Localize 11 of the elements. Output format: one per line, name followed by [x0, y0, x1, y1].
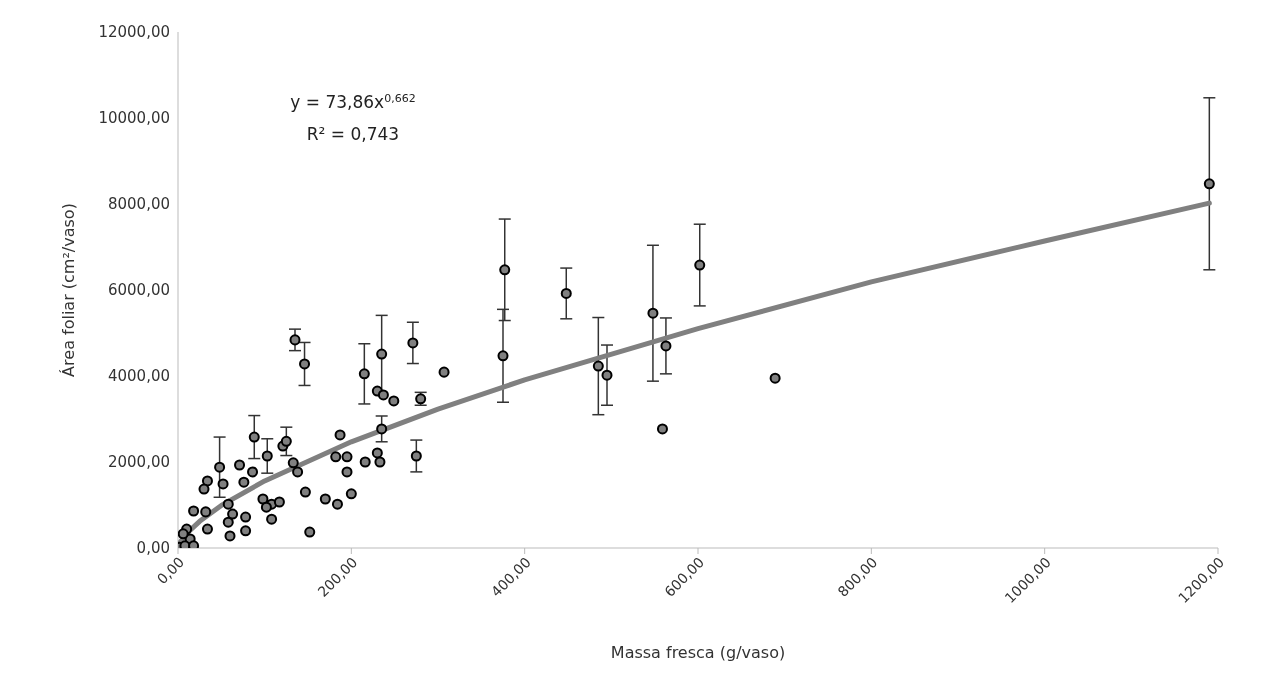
y-tick-label: 12000,00: [98, 23, 170, 41]
annotation: R² = 0,743: [306, 124, 400, 144]
y-tick-label: 4000,00: [107, 367, 170, 385]
y-tick-label: 6000,00: [107, 281, 170, 299]
annotation: y = 73,86x$^{0,662}$: [290, 91, 416, 112]
y-tick-label: 8000,00: [107, 195, 170, 213]
y-axis-title: Área foliar (cm²/vaso): [58, 203, 78, 377]
x-axis-title: Massa fresca (g/vaso): [610, 643, 786, 662]
y-tick-label: 10000,00: [98, 109, 170, 127]
y-tick-label: 2000,00: [107, 453, 170, 471]
y-tick-label: 0,00: [136, 539, 170, 557]
